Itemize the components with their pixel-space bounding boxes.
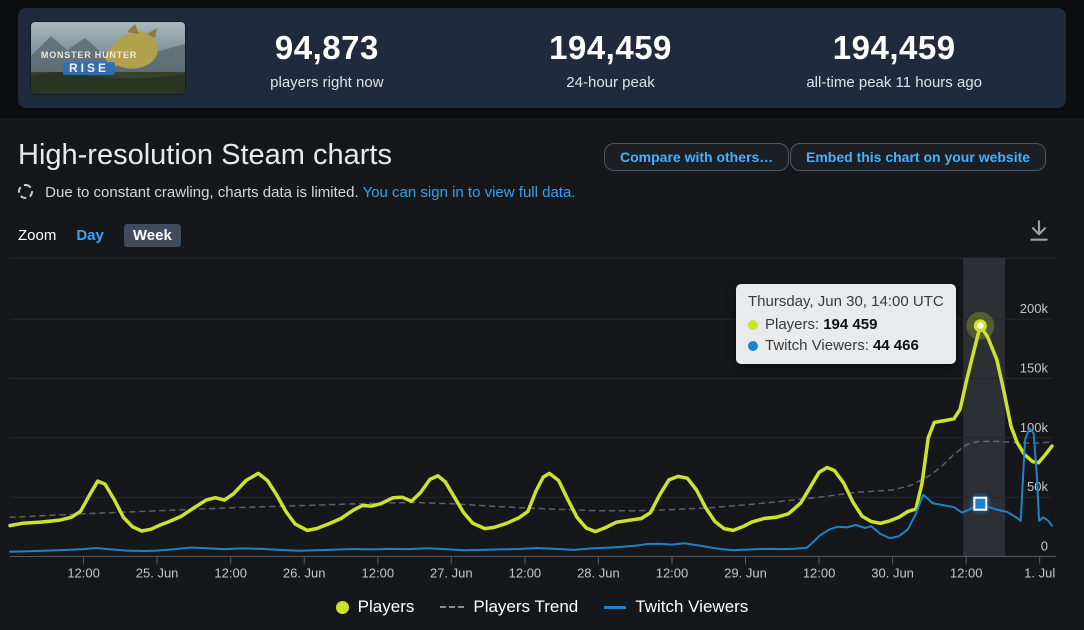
tooltip-row-label: Players: bbox=[765, 316, 820, 333]
stat-current-players: 94,873 players right now bbox=[185, 8, 469, 108]
tooltip-row-value: 44 466 bbox=[872, 337, 919, 354]
tooltip-row: Twitch Viewers: 44 466 bbox=[748, 335, 944, 356]
x-axis-label: 28. Jun bbox=[577, 566, 620, 581]
x-axis-label: 12:00 bbox=[509, 566, 542, 581]
tooltip-row-label: Twitch Viewers: bbox=[765, 337, 869, 354]
legend-label: Twitch Viewers bbox=[635, 597, 749, 616]
legend-item-players-trend[interactable]: Players Trend bbox=[440, 597, 578, 617]
series-players-trend bbox=[9, 440, 1053, 519]
twitch-hover-marker bbox=[969, 492, 992, 515]
x-axis-label: 26. Jun bbox=[283, 566, 326, 581]
tooltip-series-dot-icon bbox=[748, 341, 758, 351]
tooltip-series-dot-icon bbox=[748, 320, 758, 330]
x-axis-label: 1. Jul bbox=[1024, 566, 1055, 581]
x-axis-label: 25. Jun bbox=[136, 566, 179, 581]
x-axis-label: 12:00 bbox=[803, 566, 836, 581]
stat-alltime-peak: 194,459 all-time peak 11 hours ago bbox=[752, 8, 1036, 108]
y-axis-label: 200k bbox=[1020, 301, 1049, 316]
page-title: High-resolution Steam charts bbox=[18, 139, 392, 171]
legend-dash-icon bbox=[440, 606, 465, 608]
loading-spinner-icon bbox=[18, 184, 33, 199]
peak-24h-label: 24-hour peak bbox=[566, 74, 655, 91]
series-twitch-viewers bbox=[9, 427, 1053, 553]
legend-item-twitch-viewers[interactable]: Twitch Viewers bbox=[604, 597, 748, 617]
embed-button[interactable]: Embed this chart on your website bbox=[790, 143, 1047, 171]
zoom-controls: Zoom Day Week bbox=[18, 224, 181, 247]
download-chart-icon[interactable] bbox=[1026, 218, 1052, 244]
y-axis-label: 100k bbox=[1020, 420, 1049, 435]
compare-button[interactable]: Compare with others… bbox=[604, 143, 790, 171]
x-axis-label: 29. Jun bbox=[724, 566, 767, 581]
legend-item-players[interactable]: Players bbox=[335, 597, 415, 617]
y-axis-label: 150k bbox=[1020, 361, 1049, 376]
peak-24h-value: 194,459 bbox=[549, 29, 672, 66]
x-axis-label: 12:00 bbox=[362, 566, 395, 581]
game-capsule-image[interactable]: MONSTER HUNTER RISE bbox=[31, 22, 185, 94]
zoom-week-option[interactable]: Week bbox=[123, 224, 181, 247]
y-axis-label: 0 bbox=[1041, 539, 1048, 554]
legend-circle-icon bbox=[335, 600, 349, 614]
sign-in-link[interactable]: You can sign in to view full data. bbox=[362, 184, 576, 201]
alltime-peak-label: all-time peak 11 hours ago bbox=[806, 74, 983, 91]
zoom-label: Zoom bbox=[18, 227, 57, 244]
legend-label: Players Trend bbox=[473, 597, 579, 616]
tooltip-row-value: 194 459 bbox=[823, 316, 878, 333]
stats-row: 94,873 players right now 194,459 24-hour… bbox=[185, 8, 1036, 108]
players-peak-marker bbox=[966, 311, 995, 340]
current-players-value: 94,873 bbox=[274, 29, 379, 66]
x-axis-label: 12:00 bbox=[214, 566, 247, 581]
alltime-peak-value: 194,459 bbox=[832, 29, 956, 66]
tooltip-row: Players: 194 459 bbox=[748, 314, 944, 335]
chart-legend: Players Players Trend Twitch Viewers bbox=[0, 597, 1084, 617]
x-axis-label: 30. Jun bbox=[871, 566, 914, 581]
current-players-label: players right now bbox=[270, 74, 384, 91]
x-axis-label: 12:00 bbox=[67, 566, 100, 581]
legend-label: Players bbox=[357, 597, 415, 616]
stat-24h-peak: 194,459 24-hour peak bbox=[469, 8, 753, 108]
x-axis-label: 12:00 bbox=[950, 566, 983, 581]
x-axis-label: 27. Jun bbox=[430, 566, 473, 581]
capsule-title-line2: RISE bbox=[69, 61, 109, 75]
x-axis-label: 12:00 bbox=[656, 566, 689, 581]
game-stats-panel: MONSTER HUNTER RISE 94,873 players right… bbox=[18, 8, 1066, 108]
tooltip-title: Thursday, Jun 30, 14:00 UTC bbox=[748, 293, 944, 310]
monster-hunter-rise-artwork: MONSTER HUNTER RISE bbox=[31, 22, 185, 94]
capsule-title-line1: MONSTER HUNTER bbox=[41, 50, 137, 60]
crawl-notice: Due to constant crawling, charts data is… bbox=[18, 184, 575, 201]
legend-line-icon bbox=[604, 605, 627, 609]
chart-tooltip: Thursday, Jun 30, 14:00 UTC Players: 194 … bbox=[736, 284, 956, 364]
zoom-day-option[interactable]: Day bbox=[76, 227, 104, 244]
notice-text: Due to constant crawling, charts data is… bbox=[45, 184, 359, 201]
series-players bbox=[8, 323, 1054, 534]
